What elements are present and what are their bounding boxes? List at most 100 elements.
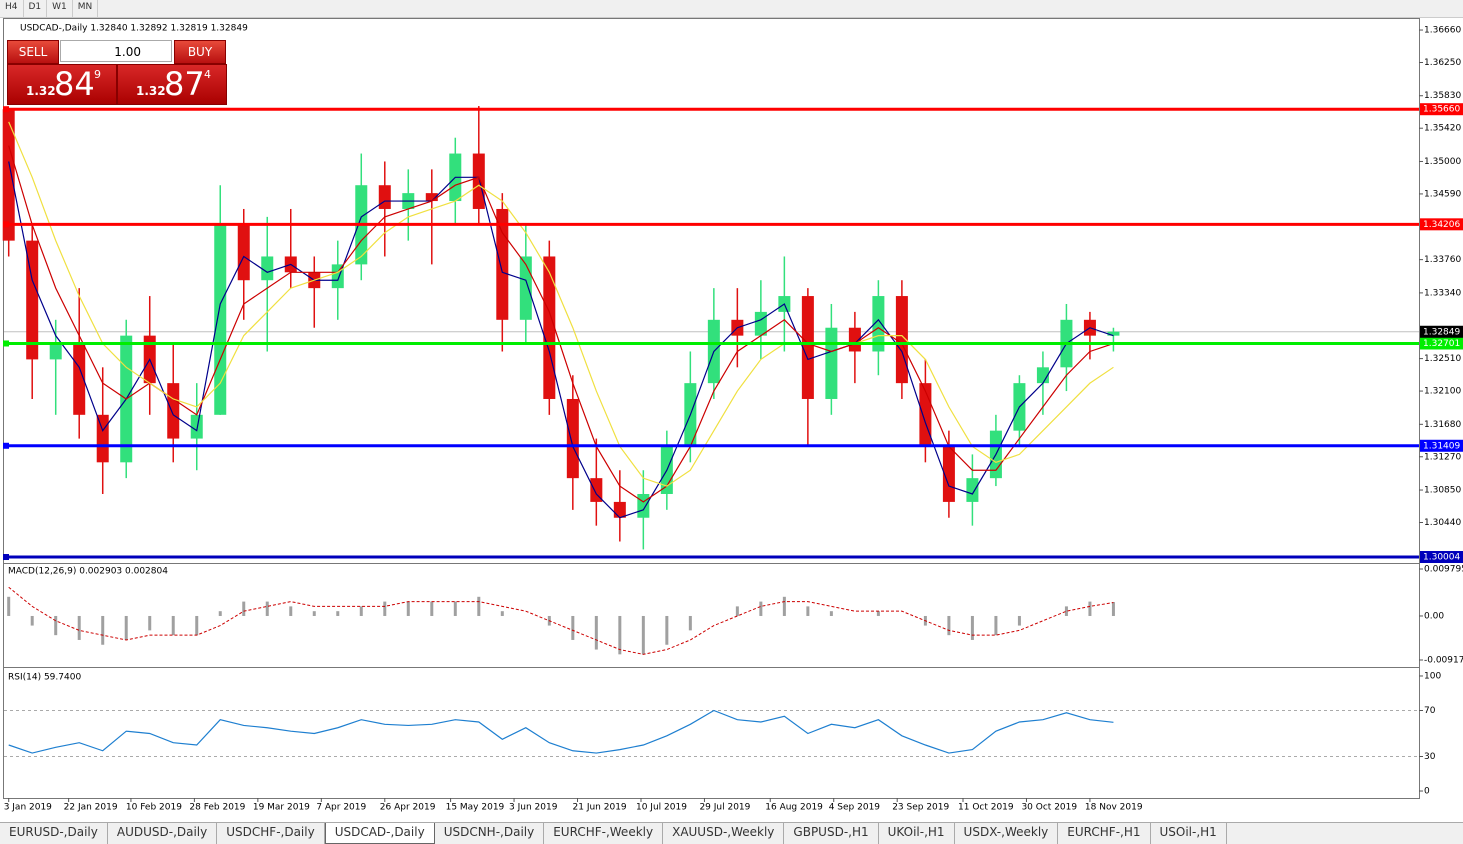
y-tick-label: 1.31680 (1424, 420, 1461, 430)
tab[interactable]: USOil-,H1 (1151, 823, 1227, 844)
x-tick-label: 22 Jan 2019 (64, 803, 118, 813)
timeframe-bar: H4 D1 W1 MN (0, 0, 1463, 18)
level-label-box (1420, 218, 1463, 231)
candle-body (214, 224, 227, 415)
tab[interactable]: EURCHF-,H1 (1058, 823, 1151, 844)
x-tick-label: 10 Jul 2019 (636, 803, 687, 813)
y-tick-label: 0.00 (1424, 611, 1444, 621)
level-label: 1.31409 (1423, 441, 1460, 451)
x-tick-label: 26 Apr 2019 (380, 803, 436, 813)
tab[interactable]: AUDUSD-,Daily (108, 823, 218, 844)
moving-average (8, 161, 1114, 519)
buy-price[interactable]: 1.32 87 4 (117, 64, 227, 105)
level-label: 1.35660 (1423, 105, 1460, 115)
timeframe[interactable]: W1 (47, 0, 73, 17)
candle-body (637, 493, 650, 518)
candle-body (237, 224, 250, 281)
timeframe[interactable]: H4 (0, 0, 24, 17)
candle-body (543, 256, 556, 399)
tab[interactable]: USDCNH-,Daily (435, 823, 545, 844)
candle-body (825, 327, 838, 399)
candle-body (190, 414, 203, 439)
timeframe[interactable]: D1 (24, 0, 48, 17)
candle-body (472, 153, 485, 209)
x-tick-label: 7 Apr 2019 (316, 803, 366, 813)
y-tick-label: 1.32510 (1424, 354, 1461, 364)
tab[interactable]: USDCAD-,Daily (324, 823, 435, 844)
candle-body (966, 478, 979, 502)
buy-button[interactable]: BUY (174, 40, 226, 64)
x-tick-label: 19 Mar 2019 (253, 803, 310, 813)
candle-body (2, 109, 15, 241)
x-tick-label: 3 Jun 2019 (509, 803, 558, 813)
x-tick-label: 10 Feb 2019 (126, 803, 182, 813)
tab[interactable]: USDX-,Weekly (955, 823, 1059, 844)
candle-body (378, 185, 391, 209)
y-tick-label: 1.32100 (1424, 387, 1461, 397)
level-handle (3, 442, 9, 449)
y-tick-label: 0 (1424, 787, 1430, 797)
level-label-box (1420, 337, 1463, 350)
moving-average (8, 145, 1114, 503)
y-tick-label: 1.35420 (1424, 124, 1461, 134)
x-tick-label: 4 Sep 2019 (829, 803, 881, 813)
y-tick-label: 1.35000 (1424, 157, 1461, 167)
candle-body (754, 311, 767, 336)
candle-body (942, 446, 955, 502)
candle-body (919, 383, 932, 447)
current-price-box (1420, 325, 1463, 338)
y-tick-label: 1.34590 (1424, 189, 1461, 199)
candle-body (167, 383, 180, 439)
x-tick-label: 15 May 2019 (446, 803, 505, 813)
candle-body (848, 327, 861, 352)
y-tick-label: 1.35830 (1424, 91, 1461, 101)
level-label: 1.30004 (1423, 553, 1460, 563)
y-tick-label: 30 (1424, 752, 1436, 762)
level-handle (3, 221, 9, 228)
timeframe[interactable]: MN (73, 0, 99, 17)
x-tick-label: 23 Sep 2019 (892, 803, 949, 813)
x-tick-label: 29 Jul 2019 (699, 803, 750, 813)
rsi-line (8, 709, 1114, 754)
level-label: 1.34206 (1423, 220, 1460, 230)
level-label-box (1420, 439, 1463, 452)
y-tick-label: 1.31270 (1424, 452, 1461, 462)
macd-signal (8, 586, 1114, 655)
candle-body (801, 296, 814, 399)
current-price-label: 1.32849 (1423, 327, 1460, 337)
level-label: 1.32701 (1423, 339, 1460, 349)
tab-bar: EURUSD-,Daily AUDUSD-,Daily USDCHF-,Daily U… (0, 822, 1463, 844)
sell-button[interactable]: SELL (7, 40, 59, 64)
candle-body (261, 256, 274, 281)
level-handle (3, 554, 9, 561)
sell-price[interactable]: 1.32 84 9 (7, 64, 117, 105)
price-main: 84 (54, 65, 95, 103)
level-label-box (1420, 103, 1463, 116)
y-tick-label: 1.30850 (1424, 486, 1461, 496)
candle-body (49, 343, 62, 360)
candle-body (26, 240, 39, 360)
tab[interactable]: EURUSD-,Daily (0, 823, 108, 844)
tab[interactable]: EURCHF-,Weekly (544, 823, 664, 844)
lot-input[interactable]: 1.00 (60, 40, 172, 62)
price-pip: 4 (204, 68, 211, 81)
moving-average (8, 121, 1114, 487)
price-main: 87 (164, 65, 205, 103)
level-label-box (1420, 551, 1463, 564)
tab[interactable]: XAUUSD-,Weekly (663, 823, 785, 844)
x-tick-label: 18 Nov 2019 (1085, 803, 1143, 813)
macd-title: MACD(12,26,9) 0.002903 0.002804 (8, 567, 168, 577)
chart-title: USDCAD-,Daily 1.32840 1.32892 1.32819 1.… (20, 24, 248, 34)
tab[interactable]: USDCHF-,Daily (217, 823, 325, 844)
price-pip: 9 (94, 68, 101, 81)
y-tick-label: 1.36660 (1424, 26, 1461, 36)
price-prefix: 1.32 (136, 84, 166, 98)
x-tick-label: 28 Feb 2019 (189, 803, 245, 813)
y-tick-label: -0.009178 (1424, 655, 1463, 665)
chart: USDCAD-,Daily 1.32840 1.32892 1.32819 1.… (2, 18, 1463, 813)
x-tick-label: 11 Oct 2019 (958, 803, 1014, 813)
chart-frame (3, 18, 1420, 799)
tab[interactable]: UKOil-,H1 (879, 823, 955, 844)
tab[interactable]: GBPUSD-,H1 (784, 823, 879, 844)
